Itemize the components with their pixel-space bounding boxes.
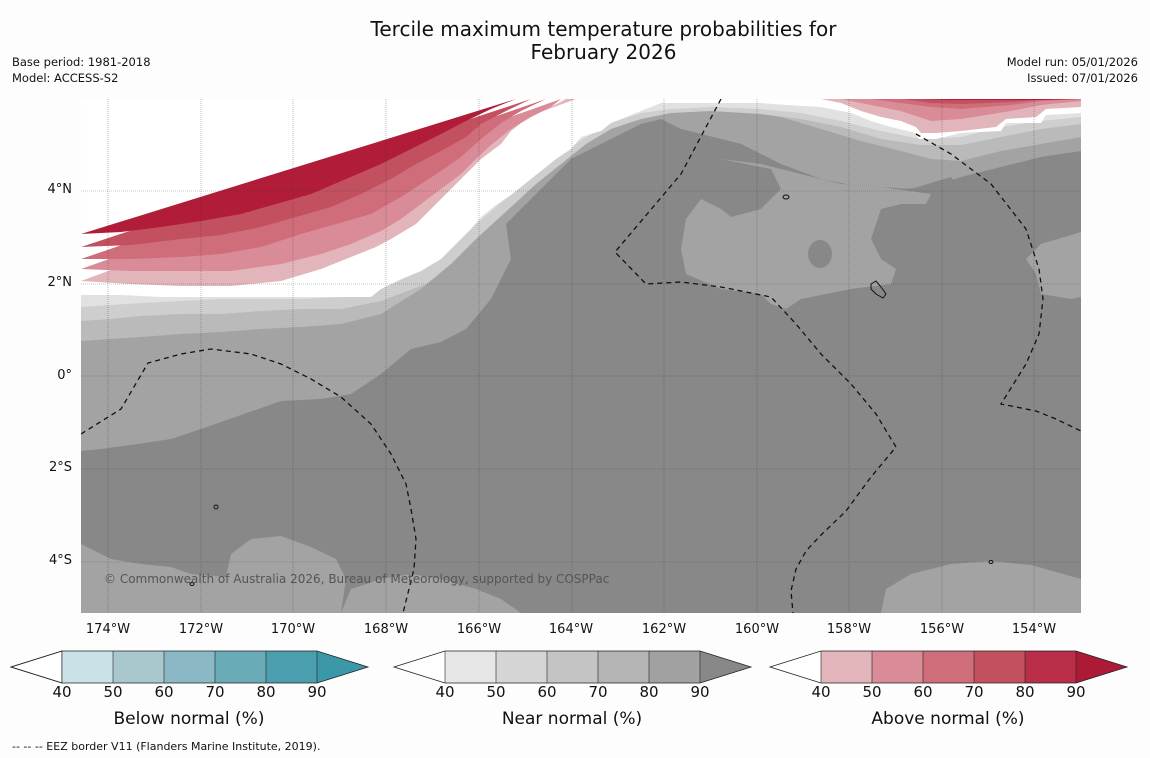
islands	[189, 194, 994, 586]
base-period: Base period: 1981-2018	[12, 55, 151, 69]
colorbar-above-segment-4	[974, 651, 1025, 683]
lon-label-170w: 170°W	[270, 622, 316, 637]
eez-border-east	[915, 133, 1081, 432]
colorbar-near-segment-0	[394, 651, 445, 683]
lat-label-2n: 2°N	[47, 275, 73, 290]
colorbar-below-normal	[10, 650, 370, 684]
colorbar-above-segment-0	[770, 651, 821, 683]
lon-label-154w: 154°W	[1011, 622, 1057, 637]
island-5	[988, 560, 994, 564]
chart-title-line1: Tercile maximum temperature probabilitie…	[370, 17, 837, 41]
colorbar-below-segment-3	[164, 651, 215, 683]
colorbar-above-segment-6	[1076, 651, 1127, 683]
colorbar-below-tick-60: 60	[154, 683, 174, 701]
colorbar-above-segment-1	[821, 651, 872, 683]
near-normal-80-patch	[681, 159, 931, 309]
probability-map	[81, 99, 1081, 613]
lat-label-2s: 2°S	[48, 460, 72, 475]
colorbar-near-segment-3	[547, 651, 598, 683]
near-normal-80-region-bottom-left	[81, 536, 346, 613]
colorbar-above-segment-3	[923, 651, 974, 683]
colorbar-near-tick-90: 90	[690, 683, 710, 701]
lon-label-158w: 158°W	[826, 622, 872, 637]
meta-left: Base period: 1981-2018 Model: ACCESS-S2	[12, 54, 151, 86]
near-normal-90-region-mid	[501, 124, 781, 289]
colorbar-above-title: Above normal (%)	[871, 709, 1025, 729]
colorbar-below-segment-5	[266, 651, 317, 683]
colorbar-near-title: Near normal (%)	[501, 709, 643, 729]
colorbar-above-tick-40: 40	[811, 683, 831, 701]
model-run: Model run: 05/01/2026	[1006, 55, 1138, 69]
eez-borders	[81, 99, 1081, 613]
colorbar-below-tick-90: 90	[307, 683, 327, 701]
lon-label-156w: 156°W	[919, 622, 965, 637]
above-normal-60-region	[81, 99, 1081, 271]
map-grid	[81, 99, 1081, 613]
lat-label-4n: 4°N	[47, 182, 73, 197]
lon-label-160w: 160°W	[734, 622, 780, 637]
colorbar-below-segment-0	[10, 650, 63, 684]
lon-label-166w: 166°W	[456, 622, 502, 637]
meta-right: Model run: 05/01/2026 Issued: 07/01/2026	[1007, 54, 1138, 86]
colorbar-near-segment-4	[598, 651, 649, 683]
above-normal-80-region	[81, 99, 1081, 247]
colorbar-above-segment-5	[1025, 651, 1076, 683]
colorbar-below-tick-70: 70	[205, 683, 225, 701]
lon-label-162w: 162°W	[641, 622, 687, 637]
above-normal-70-region	[81, 99, 1081, 259]
colorbar-near-segment-5	[649, 651, 700, 683]
colorbar-near-tick-60: 60	[537, 683, 557, 701]
lon-label-172w: 172°W	[178, 622, 224, 637]
model-name: Model: ACCESS-S2	[12, 71, 119, 85]
lat-label-4s: 4°S	[48, 553, 72, 568]
colorbar-above-tick-60: 60	[913, 683, 933, 701]
island-1	[782, 194, 790, 200]
lon-label-164w: 164°W	[548, 622, 594, 637]
above-normal-90-region	[81, 99, 1081, 234]
chart-title-line2: February 2026	[530, 40, 677, 64]
colorbar-below-tick-40: 40	[52, 683, 72, 701]
colorbar-below-segment-4	[215, 651, 266, 683]
near-normal-80-region-right	[1026, 232, 1081, 299]
issued-date: Issued: 07/01/2026	[1027, 71, 1138, 85]
colorbar-above-segment-2	[872, 651, 923, 683]
colorbar-near-segment-1	[445, 651, 496, 683]
colorbar-near-tick-80: 80	[639, 683, 659, 701]
island-3	[213, 504, 219, 510]
colorbar-near-segment-6	[700, 651, 751, 683]
colorbar-below-tick-50: 50	[103, 683, 123, 701]
near-normal-90-spot	[808, 240, 832, 268]
lon-label-174w: 174°W	[85, 622, 131, 637]
near-normal-80-region-bottom-right	[881, 561, 1081, 613]
island-2	[870, 280, 887, 299]
colorbar-above-normal	[769, 650, 1129, 684]
colorbar-near-segment-2	[496, 651, 547, 683]
colorbar-near-tick-40: 40	[435, 683, 455, 701]
colorbar-near-tick-50: 50	[486, 683, 506, 701]
lon-label-168w: 168°W	[363, 622, 409, 637]
colorbar-below-segment-2	[113, 651, 164, 683]
eez-footnote: -- -- -- EEZ border V11 (Flanders Marine…	[12, 740, 321, 753]
colorbar-below-title: Below normal (%)	[113, 709, 265, 729]
eez-border-west	[81, 348, 417, 613]
lat-label-0: 0°	[57, 368, 72, 383]
colorbar-above-tick-90: 90	[1066, 683, 1086, 701]
colorbar-below-segment-1	[62, 651, 113, 683]
copyright-notice: © Commonwealth of Australia 2026, Bureau…	[104, 572, 610, 586]
chart-title: Tercile maximum temperature probabilitie…	[0, 18, 1150, 64]
colorbar-above-tick-80: 80	[1015, 683, 1035, 701]
colorbar-below-tick-80: 80	[256, 683, 276, 701]
colorbar-above-tick-70: 70	[964, 683, 984, 701]
island-4	[189, 582, 195, 586]
colorbar-above-tick-50: 50	[862, 683, 882, 701]
colorbar-near-normal	[393, 650, 753, 684]
colorbar-near-tick-70: 70	[588, 683, 608, 701]
colorbar-below-segment-6	[317, 651, 368, 683]
